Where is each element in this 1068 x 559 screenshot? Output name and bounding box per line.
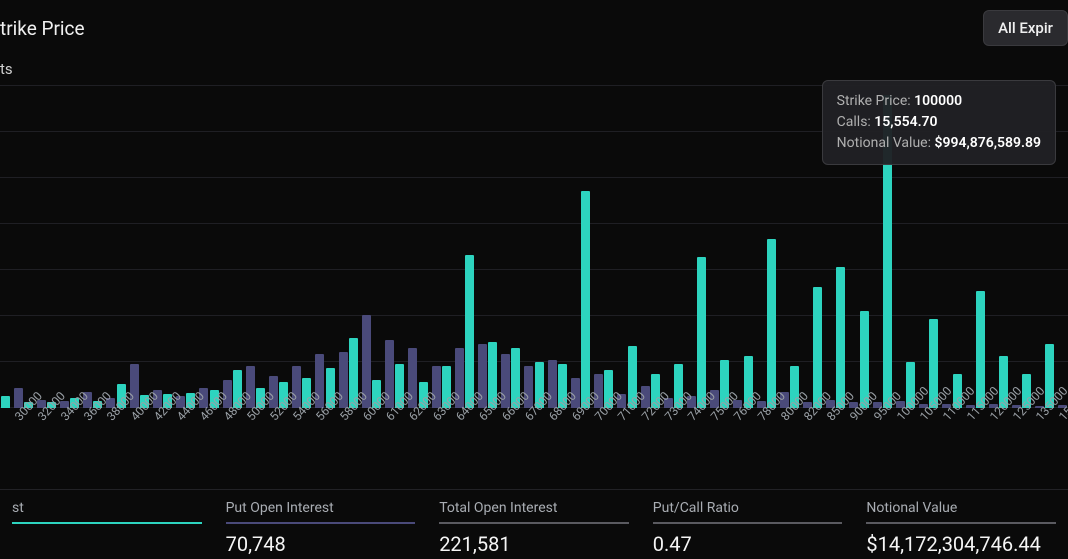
expiry-dropdown[interactable]: All Expir [983, 10, 1068, 46]
chart-bar-group[interactable] [464, 86, 487, 408]
chart-bar-group[interactable] [139, 86, 162, 408]
chart-bar-group[interactable] [116, 86, 139, 408]
chart-bar-group[interactable] [70, 86, 93, 408]
chart-bar-group[interactable] [650, 86, 673, 408]
stat-divider [653, 522, 843, 524]
chart-bar-group[interactable] [348, 86, 371, 408]
chart-bar-group[interactable] [580, 86, 603, 408]
chart-bar-group[interactable] [93, 86, 116, 408]
call-bar [697, 257, 706, 408]
chart-bar-group[interactable] [163, 86, 186, 408]
chart-bar-group[interactable] [186, 86, 209, 408]
chart-bar-group[interactable] [673, 86, 696, 408]
chart-bar-group[interactable] [46, 86, 69, 408]
stat-value: $14,172,304,746.44 [866, 532, 1056, 556]
stat-block: Put/Call Ratio 0.47 [641, 500, 855, 559]
chart-bar-group[interactable] [789, 86, 812, 408]
call-bar [581, 191, 590, 408]
stats-panel: st Put Open Interest 70,748 Total Open Inte… [0, 489, 1068, 559]
stat-value: 0.47 [653, 532, 843, 556]
chart-bar-group[interactable] [743, 86, 766, 408]
chart-bar-group[interactable] [325, 86, 348, 408]
chart-bar-group[interactable] [255, 86, 278, 408]
chart-bar-group[interactable] [557, 86, 580, 408]
stat-label: Put/Call Ratio [653, 500, 843, 522]
chart-bar-group[interactable] [395, 86, 418, 408]
stat-block: st [0, 500, 214, 559]
chart-bar-group[interactable] [23, 86, 46, 408]
chart-bar-group[interactable] [0, 86, 23, 408]
chart-tooltip: Strike Price: 100000 Calls: 15,554.70 No… [822, 80, 1056, 165]
chart-bar-group[interactable] [302, 86, 325, 408]
chart-bar-group[interactable] [441, 86, 464, 408]
header: trike Price All Expir [0, 0, 1068, 44]
stat-block: Notional Value $14,172,304,746.44 [854, 500, 1068, 559]
legend-puts-label: ts [0, 60, 13, 78]
call-bar [1, 396, 10, 408]
chart-bar-group[interactable] [627, 86, 650, 408]
chart-x-axis: 3000032000340003600038000400004200044000… [0, 408, 1068, 456]
chart-bar-group[interactable] [488, 86, 511, 408]
tooltip-calls-value: 15,554.70 [874, 114, 937, 130]
chart-bar-group[interactable] [279, 86, 302, 408]
call-bar [767, 239, 776, 408]
tooltip-strike-value: 100000 [914, 93, 962, 109]
stat-label: st [12, 500, 202, 522]
chart-bar-group[interactable] [720, 86, 743, 408]
stat-value: 221,581 [439, 532, 629, 556]
chart-bar-group[interactable] [511, 86, 534, 408]
stat-divider [439, 522, 629, 524]
chart-bar-group[interactable] [766, 86, 789, 408]
tooltip-notional-value: $994,876,589.89 [934, 135, 1041, 151]
stat-block: Total Open Interest 221,581 [427, 500, 641, 559]
stat-value: 70,748 [226, 532, 416, 556]
tooltip-strike-label: Strike Price: [837, 93, 911, 109]
chart-bar-group[interactable] [534, 86, 557, 408]
chart-bar-group[interactable] [232, 86, 255, 408]
tooltip-calls-label: Calls: [837, 114, 871, 130]
chart-bar-group[interactable] [209, 86, 232, 408]
stat-divider [866, 522, 1056, 524]
stat-label: Total Open Interest [439, 500, 629, 522]
page-title: trike Price [0, 17, 85, 40]
tooltip-notional-label: Notional Value: [837, 135, 931, 151]
call-bar [465, 255, 474, 408]
chart-bar-group[interactable] [418, 86, 441, 408]
call-bar [836, 267, 845, 408]
stat-divider [226, 522, 416, 524]
chart-bar-group[interactable] [604, 86, 627, 408]
stat-divider [12, 522, 202, 524]
expiry-dropdown-label: All Expir [998, 19, 1053, 37]
chart-bar-group[interactable] [697, 86, 720, 408]
stat-block: Put Open Interest 70,748 [214, 500, 428, 559]
stat-label: Put Open Interest [226, 500, 416, 522]
chart-bar-group[interactable] [372, 86, 395, 408]
stat-label: Notional Value [866, 500, 1056, 522]
